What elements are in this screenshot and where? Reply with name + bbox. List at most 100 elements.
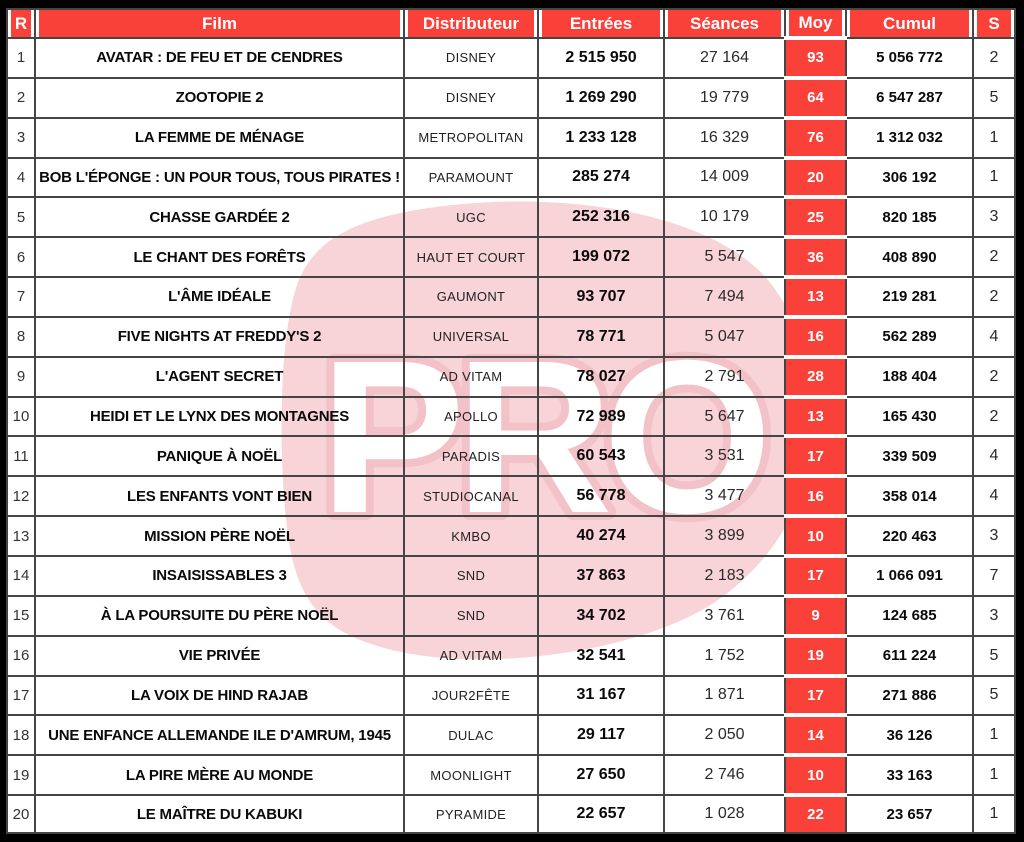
cell-entries: 252 316: [537, 196, 665, 239]
cell-film: LA PIRE MÈRE AU MONDE: [34, 754, 405, 797]
column-header-weeks: S: [972, 8, 1016, 39]
column-header-cumul: Cumul: [845, 8, 974, 39]
cell-rank: 12: [6, 475, 36, 518]
cell-film: VIE PRIVÉE: [34, 634, 405, 677]
cell-moy: 16: [784, 474, 847, 518]
cell-distributor: HAUT ET COURT: [403, 236, 539, 279]
cell-moy: 10: [784, 514, 847, 557]
cell-moy: 19: [784, 633, 847, 677]
table-row: 9 L'AGENT SECRET AD VITAM 78 027 2 791 28 188 …: [6, 354, 1016, 398]
table-row: 16 VIE PRIVÉE AD VITAM 32 541 1 752 19 611 224…: [6, 633, 1016, 677]
cell-entries: 56 778: [537, 475, 665, 518]
cell-entries: 32 541: [537, 634, 665, 677]
cell-moy: 17: [784, 673, 847, 717]
cell-seances: 3 531: [663, 435, 786, 478]
cell-distributor: DISNEY: [403, 37, 539, 79]
cell-film: À LA POURSUITE DU PÈRE NOËL: [34, 594, 405, 637]
cell-film: HEIDI ET LE LYNX DES MONTAGNES: [34, 395, 405, 438]
cell-distributor: STUDIOCANAL: [403, 475, 539, 518]
cell-moy: 16: [784, 314, 847, 358]
cell-weeks: 1: [972, 116, 1016, 159]
cell-rank: 13: [6, 515, 36, 557]
cell-entries: 72 989: [537, 395, 665, 438]
cell-moy: 25: [784, 195, 847, 239]
cell-distributor: UGC: [403, 196, 539, 239]
cell-cumul: 1 312 032: [845, 116, 974, 159]
cell-seances: 5 547: [663, 236, 786, 279]
cell-distributor: GAUMONT: [403, 276, 539, 318]
cell-weeks: 3: [972, 196, 1016, 239]
cell-moy: 13: [784, 394, 847, 438]
cell-cumul: 165 430: [845, 395, 974, 438]
cell-seances: 7 494: [663, 276, 786, 318]
cell-cumul: 339 509: [845, 435, 974, 478]
cell-film: LA VOIX DE HIND RAJAB: [34, 674, 405, 717]
cell-seances: 14 009: [663, 156, 786, 199]
cell-film: ZOOTOPIE 2: [34, 76, 405, 119]
cell-seances: 2 791: [663, 355, 786, 398]
cell-moy: 93: [784, 36, 847, 79]
cell-rank: 20: [6, 794, 36, 834]
cell-rank: 1: [6, 37, 36, 79]
cell-distributor: JOUR2FÊTE: [403, 674, 539, 717]
cell-entries: 78 027: [537, 355, 665, 398]
cell-cumul: 306 192: [845, 156, 974, 199]
cell-distributor: KMBO: [403, 515, 539, 557]
cell-rank: 6: [6, 236, 36, 279]
table-row: 5 CHASSE GARDÉE 2 UGC 252 316 10 179 25 820 18…: [6, 195, 1016, 239]
cell-rank: 4: [6, 156, 36, 199]
cell-moy: 10: [784, 753, 847, 797]
column-header-moy: Moy: [784, 8, 847, 39]
cell-cumul: 271 886: [845, 674, 974, 717]
cell-entries: 1 233 128: [537, 116, 665, 159]
cell-cumul: 408 890: [845, 236, 974, 279]
cell-cumul: 358 014: [845, 475, 974, 518]
cell-entries: 285 274: [537, 156, 665, 199]
cell-weeks: 5: [972, 634, 1016, 677]
cell-cumul: 188 404: [845, 355, 974, 398]
cell-seances: 16 329: [663, 116, 786, 159]
cell-distributor: METROPOLITAN: [403, 116, 539, 159]
cell-rank: 2: [6, 76, 36, 119]
cell-cumul: 33 163: [845, 754, 974, 797]
table-body: 1 AVATAR : DE FEU ET DE CENDRES DISNEY 2 51…: [6, 36, 1016, 834]
cell-seances: 1 028: [663, 794, 786, 834]
cell-entries: 31 167: [537, 674, 665, 717]
cell-film: PANIQUE À NOËL: [34, 435, 405, 478]
cell-entries: 1 269 290: [537, 76, 665, 119]
cell-film: MISSION PÈRE NOËL: [34, 515, 405, 557]
cell-seances: 1 752: [663, 634, 786, 677]
cell-seances: 19 779: [663, 76, 786, 119]
cell-entries: 78 771: [537, 315, 665, 358]
cell-distributor: DULAC: [403, 714, 539, 757]
cell-rank: 14: [6, 554, 36, 597]
cell-distributor: UNIVERSAL: [403, 315, 539, 358]
table-row: 10 HEIDI ET LE LYNX DES MONTAGNES APOLLO 72…: [6, 394, 1016, 438]
cell-distributor: MOONLIGHT: [403, 754, 539, 797]
cell-cumul: 5 056 772: [845, 37, 974, 79]
cell-rank: 5: [6, 196, 36, 239]
cell-entries: 29 117: [537, 714, 665, 757]
cell-moy: 17: [784, 434, 847, 478]
column-header-entries: Entrées: [537, 8, 665, 39]
cell-distributor: APOLLO: [403, 395, 539, 438]
cell-seances: 5 047: [663, 315, 786, 358]
report-sheet: PRO R Film Distributeur Entrées Séances Moy Cu…: [6, 8, 1016, 834]
cell-cumul: 219 281: [845, 276, 974, 318]
table-row: 14 INSAISISSABLES 3 SND 37 863 2 183 17 1 066 …: [6, 553, 1016, 597]
cell-seances: 2 050: [663, 714, 786, 757]
cell-weeks: 7: [972, 554, 1016, 597]
table-row: 4 BOB L'ÉPONGE : UN POUR TOUS, TOUS PIRAT…: [6, 155, 1016, 199]
cell-weeks: 3: [972, 594, 1016, 637]
cell-weeks: 2: [972, 355, 1016, 398]
table-row: 15 À LA POURSUITE DU PÈRE NOËL SND 34 702 3 …: [6, 593, 1016, 637]
cell-film: INSAISISSABLES 3: [34, 554, 405, 597]
cell-rank: 16: [6, 634, 36, 677]
cell-distributor: PARADIS: [403, 435, 539, 478]
cell-rank: 17: [6, 674, 36, 717]
cell-entries: 60 543: [537, 435, 665, 478]
cell-cumul: 6 547 287: [845, 76, 974, 119]
cell-rank: 7: [6, 276, 36, 318]
cell-entries: 34 702: [537, 594, 665, 637]
table-row: 17 LA VOIX DE HIND RAJAB JOUR2FÊTE 31 167 1 …: [6, 673, 1016, 717]
